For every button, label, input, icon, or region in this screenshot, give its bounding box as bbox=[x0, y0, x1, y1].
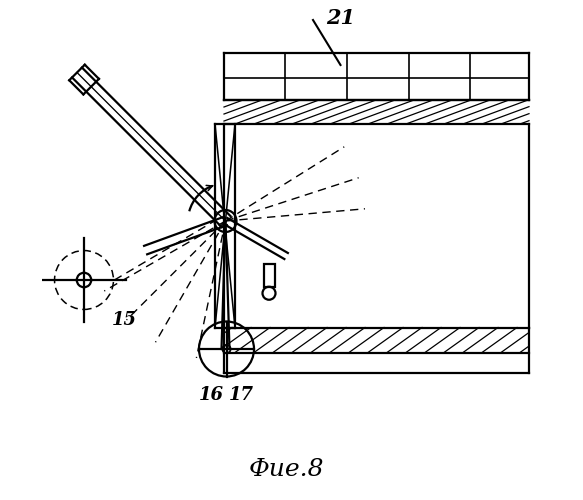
Text: 15: 15 bbox=[111, 311, 136, 329]
Text: 21: 21 bbox=[326, 8, 355, 28]
Bar bbox=[264, 264, 275, 287]
Text: Фие.8: Фие.8 bbox=[249, 458, 324, 481]
Text: 17: 17 bbox=[229, 386, 254, 404]
Text: 16: 16 bbox=[199, 386, 224, 404]
